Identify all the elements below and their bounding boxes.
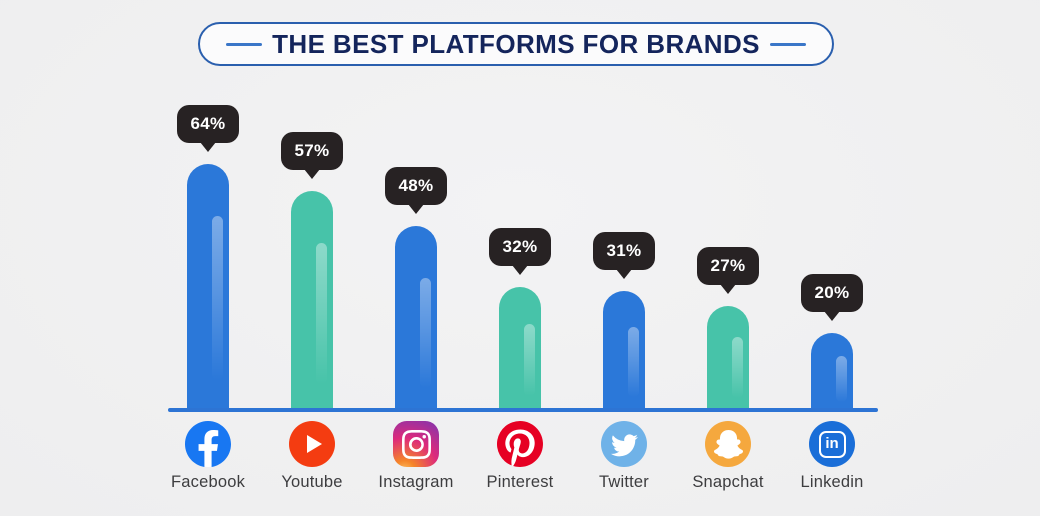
platform-label-facebook: Facebook [170,473,246,491]
value-badge-linkedin: 20% [801,274,863,321]
platform-label-instagram: Instagram [378,473,454,491]
bar-instagram [395,226,437,412]
badge-tail [512,265,528,275]
badge-tail [200,142,216,152]
twitter-icon [601,421,647,467]
bar-twitter [603,291,645,412]
value-label: 57% [294,141,330,160]
value-badge-snapchat: 27% [697,247,759,294]
badge-tail [824,311,840,321]
badge-tail [304,169,320,179]
bar-highlight [628,327,639,397]
bar-highlight [420,278,431,388]
bar-youtube [291,191,333,412]
pinterest-icon [497,421,543,467]
bar-highlight [732,337,743,398]
bar-highlight [316,243,327,384]
value-badge-pinterest: 32% [489,228,551,275]
value-badge-twitter: 31% [593,232,655,279]
facebook-icon [185,421,231,467]
bar-highlight [836,356,847,402]
linkedin-icon: in [809,421,855,467]
platform-label-linkedin: Linkedin [800,473,864,491]
play-triangle [306,435,322,453]
bar-snapchat [707,306,749,412]
badge-tail [720,284,736,294]
value-label: 48% [398,176,434,195]
youtube-icon [289,421,335,467]
badge-tail [616,269,632,279]
bar-highlight [524,324,535,396]
bar-highlight [212,216,223,380]
bar-facebook [187,164,229,412]
platform-label-pinterest: Pinterest [486,473,554,491]
bar-pinterest [499,287,541,412]
value-label: 27% [710,256,746,275]
platform-label-snapchat: Snapchat [692,473,764,491]
badge-tail [408,204,424,214]
title-right-dash [770,42,806,46]
title-pill: THE BEST PLATFORMS FOR BRANDS [198,22,834,66]
value-label: 32% [502,237,538,256]
value-badge-youtube: 57% [281,132,343,179]
snapchat-icon [705,421,751,467]
platform-label-twitter: Twitter [599,473,649,491]
linkedin-in-box: in [818,430,846,458]
bar-linkedin [811,333,853,412]
chart-baseline [168,408,878,412]
linkedin-in-text: in [825,435,839,452]
value-label: 20% [814,283,850,302]
instagram-icon [393,421,439,467]
page-title: THE BEST PLATFORMS FOR BRANDS [272,28,760,59]
value-label: 64% [190,114,226,133]
title-left-dash [226,42,262,46]
value-badge-instagram: 48% [385,167,447,214]
platform-label-youtube: Youtube [281,473,343,491]
value-badge-facebook: 64% [177,105,239,152]
value-label: 31% [606,241,642,260]
